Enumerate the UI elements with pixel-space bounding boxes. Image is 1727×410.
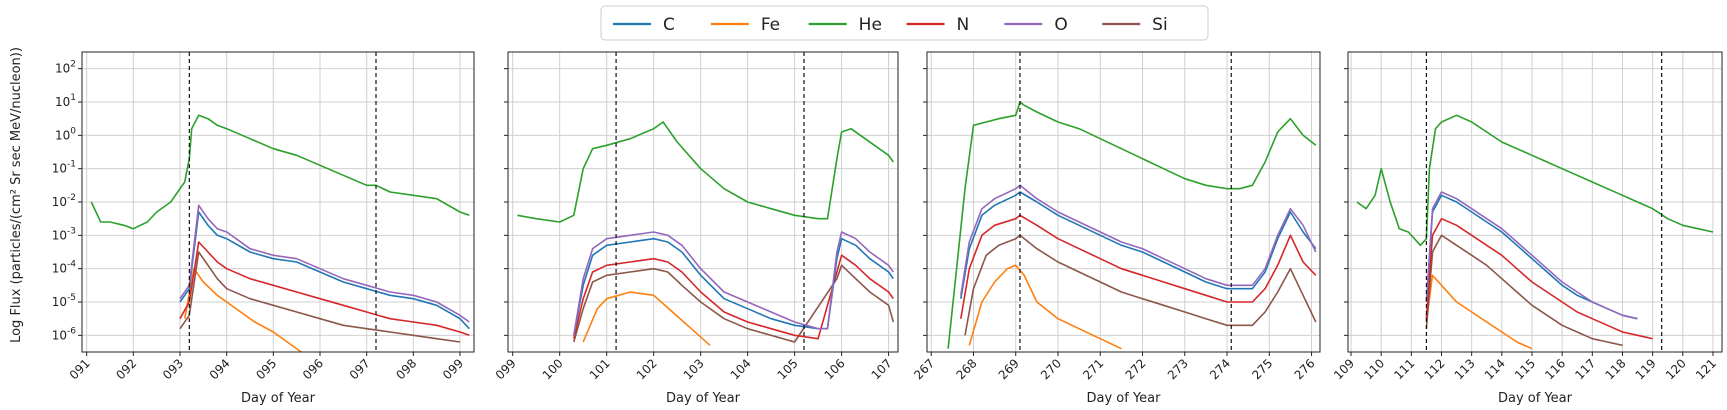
y-tick-label: 101 (55, 93, 76, 109)
y-tick-label: 100 (55, 126, 76, 142)
x-tick-label: 100 (540, 356, 566, 382)
y-tick-label: 10-4 (52, 260, 77, 276)
x-tick-label: 117 (1572, 356, 1598, 382)
x-tick-label: 114 (1482, 356, 1508, 382)
legend: C Fe He N O Si (600, 5, 1209, 41)
legend-label-n: N (957, 15, 970, 35)
x-tick-label: 102 (634, 356, 660, 382)
series-line-o (573, 231, 894, 336)
series-line-n (960, 214, 1317, 319)
x-axis-label: Day of Year (1087, 391, 1162, 406)
series-line-si (573, 264, 895, 343)
y-tick-label: 10-2 (52, 193, 76, 209)
legend-label-o: O (1054, 15, 1067, 35)
x-tick-label: 271 (1080, 356, 1106, 382)
x-tick-label: 269 (996, 356, 1022, 382)
series-line-si (1425, 234, 1623, 347)
x-tick-label: 275 (1249, 356, 1275, 382)
x-tick-label: 118 (1602, 356, 1628, 382)
y-tick-label: 10-5 (52, 293, 76, 309)
x-tick-label: 110 (1361, 356, 1387, 382)
legend-label-fe: Fe (761, 15, 780, 35)
x-tick-label: 099 (440, 356, 466, 382)
x-tick-label: 111 (1391, 356, 1417, 382)
x-tick-label: 092 (113, 356, 139, 382)
x-axis-label: Day of Year (241, 391, 316, 406)
x-tick-label: 270 (1038, 356, 1064, 382)
panel-2: 099 100 101 102 103 104 105 106 107 Day of Year (493, 51, 899, 406)
x-tick-label: 099 (493, 356, 519, 382)
panel-3: 267 268 269 270 271 272 273 274 275 276 Day of Yea… (911, 51, 1321, 406)
series-line-si (179, 251, 461, 343)
x-tick-label: 274 (1207, 356, 1233, 382)
legend-label-c: C (663, 15, 675, 35)
x-tick-label: 121 (1693, 356, 1719, 382)
legend-label-si: Si (1152, 15, 1168, 35)
series-line-n (573, 254, 894, 340)
x-axis-label: Day of Year (666, 391, 741, 406)
x-tick-label: 104 (728, 356, 754, 382)
series-line-fe (968, 264, 1122, 350)
series-line-fe (1425, 274, 1533, 350)
y-tick-label: 10-6 (52, 326, 77, 342)
x-tick-label: 272 (1123, 356, 1149, 382)
y-axis-label: Log Flux (particles/(cm² Sr sec MeV/nucl… (9, 47, 24, 343)
x-tick-label: 109 (1331, 356, 1357, 382)
x-axis-label: Day of Year (1498, 391, 1573, 406)
x-tick-label: 276 (1292, 356, 1318, 382)
series-line-he (947, 101, 1317, 349)
series-line-c (960, 191, 1317, 299)
y-tick-label: 102 (55, 60, 76, 76)
x-tick-label: 097 (347, 356, 373, 382)
x-tick-label: 106 (822, 356, 848, 382)
x-tick-label: 268 (954, 356, 980, 382)
x-tick-label: 119 (1633, 356, 1659, 382)
x-tick-label: 103 (681, 356, 707, 382)
series-line-he (517, 121, 894, 223)
panels: 091 092 093 094 095 096 097 098 099 102 101 100 10-1… (52, 51, 1723, 406)
y-tick-label: 10-1 (52, 160, 76, 176)
legend-label-he: He (859, 15, 882, 35)
x-tick-label: 273 (1165, 356, 1191, 382)
x-tick-label: 116 (1542, 356, 1568, 382)
x-tick-label: 101 (587, 356, 613, 382)
x-tick-label: 267 (911, 356, 937, 382)
series-line-o (179, 204, 470, 323)
x-tick-label: 093 (160, 356, 186, 382)
panel-4: 109 110 111 112 113 114 115 116 117 118 119 120 121 D… (1331, 51, 1723, 406)
x-tick-label: 096 (300, 356, 326, 382)
series-line-fe (183, 267, 302, 352)
series-line-si (964, 234, 1317, 336)
x-tick-label: 115 (1512, 356, 1538, 382)
series-line-he (1356, 114, 1714, 247)
series-line-c (179, 211, 470, 330)
x-tick-label: 113 (1452, 356, 1478, 382)
panel-1: 091 092 093 094 095 096 097 098 099 102 101 100 10-1… (52, 51, 475, 406)
x-tick-label: 112 (1422, 356, 1448, 382)
series-line-fe (582, 291, 711, 346)
series-line-he (90, 114, 470, 230)
series-line-o (960, 184, 1317, 296)
series-line-n (179, 241, 470, 337)
x-tick-label: 094 (207, 356, 233, 382)
series-line-n (1425, 217, 1653, 340)
series-line-o (1425, 191, 1638, 320)
x-tick-label: 107 (869, 356, 895, 382)
x-tick-label: 105 (775, 356, 801, 382)
x-tick-label: 098 (393, 356, 419, 382)
x-tick-label: 095 (253, 356, 279, 382)
y-tick-label: 10-3 (52, 226, 76, 242)
x-tick-label: 120 (1663, 356, 1689, 382)
x-tick-label: 091 (67, 356, 93, 382)
series-line-c (573, 237, 894, 336)
legend-box (600, 5, 1209, 41)
